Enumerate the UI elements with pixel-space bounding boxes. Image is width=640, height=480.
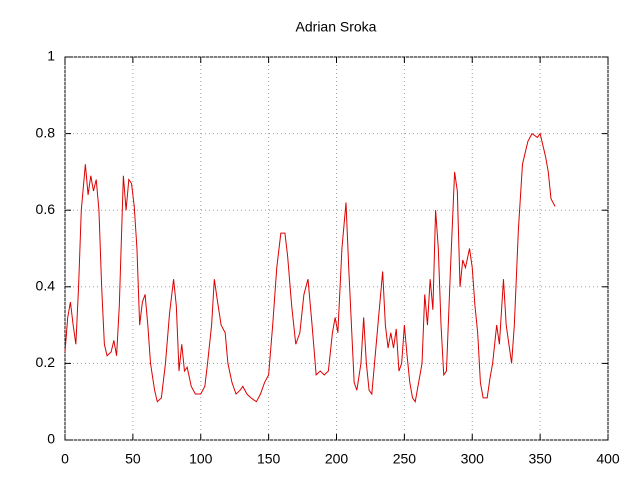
y-tick-label: 0.8 — [36, 124, 56, 140]
y-tick-label: 0.2 — [36, 354, 56, 370]
x-tick-label: 250 — [393, 451, 417, 467]
data-line — [64, 132, 556, 403]
plot-frame — [64, 56, 609, 441]
y-tick-label: 1 — [47, 48, 55, 64]
x-tick-label: 400 — [596, 451, 620, 467]
x-tick-label: 300 — [461, 451, 485, 467]
x-tick-label: 50 — [125, 451, 141, 467]
y-tick-label: 0.6 — [36, 201, 56, 217]
chart-title: Adrian Sroka — [296, 19, 377, 35]
x-tick-label: 200 — [325, 451, 349, 467]
x-tick-label: 100 — [189, 451, 213, 467]
y-tick-label: 0.4 — [36, 278, 56, 294]
x-tick-label: 150 — [257, 451, 281, 467]
x-tick-label: 0 — [61, 451, 69, 467]
y-tick-label: 0 — [47, 431, 55, 447]
x-tick-label: 350 — [528, 451, 552, 467]
